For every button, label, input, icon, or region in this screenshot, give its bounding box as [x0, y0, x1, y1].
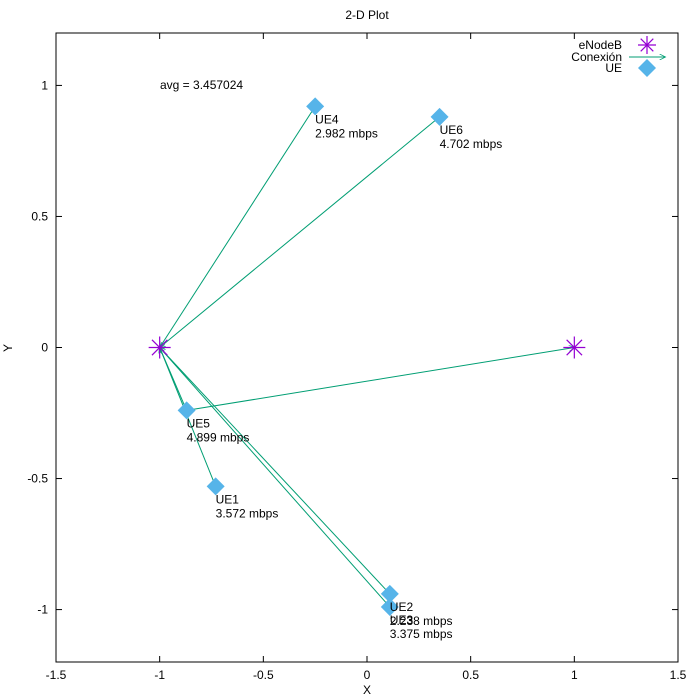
legend-star-icon — [638, 36, 656, 54]
legend-label: Conexión — [571, 50, 622, 64]
x-tick-label: 1 — [571, 668, 578, 682]
y-tick-label: -1 — [37, 603, 48, 617]
legend-label: eNodeB — [579, 38, 622, 52]
ue-marker — [306, 97, 325, 116]
x-tick-label: 0.5 — [462, 668, 479, 682]
ue-rate-label: 3.572 mbps — [216, 506, 279, 520]
enodeb-marker — [148, 336, 171, 359]
ue-marker — [380, 584, 399, 603]
connection-arrow — [186, 348, 575, 411]
x-tick-label: -1 — [154, 668, 165, 682]
y-tick-label: 0.5 — [31, 209, 48, 223]
ue-rate-label: 4.702 mbps — [440, 137, 503, 151]
x-tick-label: 0 — [364, 668, 371, 682]
connection-arrow — [160, 106, 316, 347]
enodeb-marker — [563, 336, 586, 359]
avg-annotation: avg = 3.457024 — [160, 78, 243, 92]
chart-title: 2-D Plot — [345, 8, 389, 22]
ue-rate-label: 3.375 mbps — [390, 627, 453, 641]
x-tick-label: 1.5 — [670, 668, 687, 682]
x-tick-label: -1.5 — [46, 668, 67, 682]
connection-arrow — [160, 116, 440, 348]
connection-arrow — [160, 348, 188, 411]
connection-lines — [160, 106, 575, 608]
ue-name-label: UE5 — [187, 416, 211, 430]
ue-name-label: UE3 — [390, 613, 414, 627]
x-tick-label: -0.5 — [253, 668, 274, 682]
x-axis-label: X — [363, 683, 371, 697]
legend-label: UE — [605, 61, 622, 75]
legend-diamond-icon — [638, 59, 656, 77]
enodeb-markers — [148, 336, 586, 359]
y-tick-label: -0.5 — [27, 472, 48, 486]
ue-name-label: UE1 — [216, 492, 240, 506]
ue-name-label: UE6 — [440, 123, 464, 137]
ue-rate-label: 4.899 mbps — [187, 430, 250, 444]
connection-arrow — [160, 348, 391, 595]
y-tick-label: 1 — [41, 78, 48, 92]
ue-marker — [430, 107, 449, 126]
axis-ticks: -1.5 -1 -0.5 0 0.5 1 1.5 -1 -0.5 0 0.5 1 — [27, 33, 687, 682]
connection-arrow — [160, 348, 391, 608]
ue-name-label: UE4 — [315, 112, 339, 126]
y-axis-label: Y — [1, 344, 15, 352]
ue-marker — [380, 597, 399, 616]
ue-rate-label: 2.238 mbps — [390, 614, 453, 628]
ue-markers — [177, 97, 449, 616]
ue-rate-label: 2.982 mbps — [315, 126, 378, 140]
ue-marker — [177, 401, 196, 420]
ue-name-label: UE2 — [390, 600, 414, 614]
y-tick-label: 0 — [41, 341, 48, 355]
ue-marker — [206, 477, 225, 496]
